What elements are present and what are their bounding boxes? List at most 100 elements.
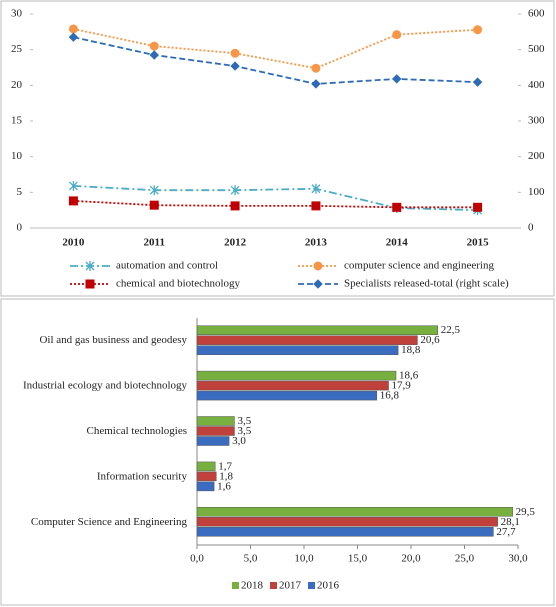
y2-tick-label: 200 xyxy=(528,150,545,162)
category-label: Computer Science and Engineering xyxy=(31,516,188,528)
bar xyxy=(196,370,397,381)
value-label: 18,8 xyxy=(401,344,421,356)
marker xyxy=(311,79,321,89)
y-tick-label: 30 xyxy=(11,8,23,20)
bar xyxy=(196,345,399,355)
y-tick-label: 0 xyxy=(17,222,23,234)
legend-label: 2017 xyxy=(279,580,302,592)
x-tick-label: 10,0 xyxy=(294,553,314,565)
marker xyxy=(392,30,402,40)
bar xyxy=(196,325,438,335)
marker xyxy=(311,201,321,211)
x-tick-label: 0,0 xyxy=(190,553,204,565)
y-tick-label: 15 xyxy=(11,115,23,127)
x-tick-label: 2014 xyxy=(386,237,409,249)
legend-label: chemical and biotechnology xyxy=(116,278,241,290)
y2-tick-label: 100 xyxy=(528,186,545,198)
x-tick-label: 2010 xyxy=(62,237,85,249)
marker xyxy=(230,185,240,196)
marker xyxy=(149,200,159,210)
marker xyxy=(473,202,483,212)
value-label: 3,0 xyxy=(232,435,246,447)
value-label: 22,5 xyxy=(441,324,461,336)
series-line xyxy=(73,185,478,212)
marker xyxy=(149,41,159,51)
value-label: 16,8 xyxy=(380,390,400,402)
marker xyxy=(230,61,240,71)
y-tick-label: 5 xyxy=(17,186,23,198)
legend-swatch xyxy=(270,582,277,589)
category-label: Chemical technologies xyxy=(87,425,188,437)
value-label: 28,1 xyxy=(501,516,520,528)
panel-top xyxy=(0,0,555,297)
marker xyxy=(311,63,321,73)
x-tick-label: 5,0 xyxy=(244,553,258,565)
series-line xyxy=(73,36,478,85)
value-label: 29,5 xyxy=(516,506,536,518)
legend-label: 2018 xyxy=(241,580,264,592)
x-tick-label: 2011 xyxy=(144,237,165,249)
x-tick-label: 2012 xyxy=(224,237,247,249)
x-tick-label: 20,0 xyxy=(401,553,421,565)
value-label: 1,6 xyxy=(217,480,231,492)
legend-swatch xyxy=(308,582,315,589)
value-label: 27,7 xyxy=(496,526,516,538)
bar xyxy=(196,461,216,472)
marker xyxy=(230,201,240,211)
x-tick-label: 30,0 xyxy=(508,553,528,565)
category-label: Information security xyxy=(97,470,188,482)
bar xyxy=(196,527,494,537)
bar xyxy=(196,471,217,482)
legend-swatch xyxy=(232,582,239,589)
marker xyxy=(472,77,483,87)
y-tick-label: 25 xyxy=(11,43,23,55)
value-label: 18,6 xyxy=(399,370,419,382)
marker xyxy=(311,183,321,194)
bar xyxy=(196,426,235,436)
series-line xyxy=(73,28,478,70)
bar xyxy=(196,335,418,345)
category-label: Oil and gas business and geodesy xyxy=(39,334,187,346)
marker xyxy=(68,32,79,42)
series-line xyxy=(73,199,478,209)
legend-label: Specialists released-total (right scale) xyxy=(344,278,509,290)
y-tick-label: 10 xyxy=(11,150,23,162)
value-label: 1,7 xyxy=(218,460,232,472)
bar xyxy=(196,481,215,492)
x-tick-label: 15,0 xyxy=(348,553,368,565)
marker xyxy=(230,48,240,58)
marker xyxy=(68,180,78,191)
marker xyxy=(68,24,78,34)
value-label: 17,9 xyxy=(392,380,412,392)
y-tick-label: 20 xyxy=(11,79,23,91)
x-tick-label: 2015 xyxy=(467,237,490,249)
value-label: 1,8 xyxy=(219,470,233,482)
x-tick-label: 2013 xyxy=(305,237,328,249)
y2-tick-label: 600 xyxy=(528,8,545,20)
legend-label: computer science and engineering xyxy=(344,260,494,272)
bar xyxy=(196,390,378,401)
marker xyxy=(392,74,402,84)
value-label: 3,5 xyxy=(237,425,251,437)
marker xyxy=(313,261,323,271)
y2-tick-label: 500 xyxy=(528,43,545,55)
y2-tick-label: 0 xyxy=(528,222,534,234)
legend-label: automation and control xyxy=(116,260,218,272)
bar xyxy=(196,436,230,446)
bar xyxy=(196,517,498,527)
marker xyxy=(68,196,78,206)
marker xyxy=(85,261,95,271)
marker xyxy=(149,50,159,60)
y2-tick-label: 400 xyxy=(528,79,545,91)
value-label: 3,5 xyxy=(237,415,251,427)
bar xyxy=(196,416,235,426)
marker xyxy=(473,25,483,35)
value-label: 20,6 xyxy=(420,334,440,346)
y2-tick-label: 300 xyxy=(528,115,545,127)
marker xyxy=(392,202,402,212)
bar xyxy=(196,507,513,517)
x-tick-label: 25,0 xyxy=(455,553,475,565)
marker xyxy=(313,279,323,289)
